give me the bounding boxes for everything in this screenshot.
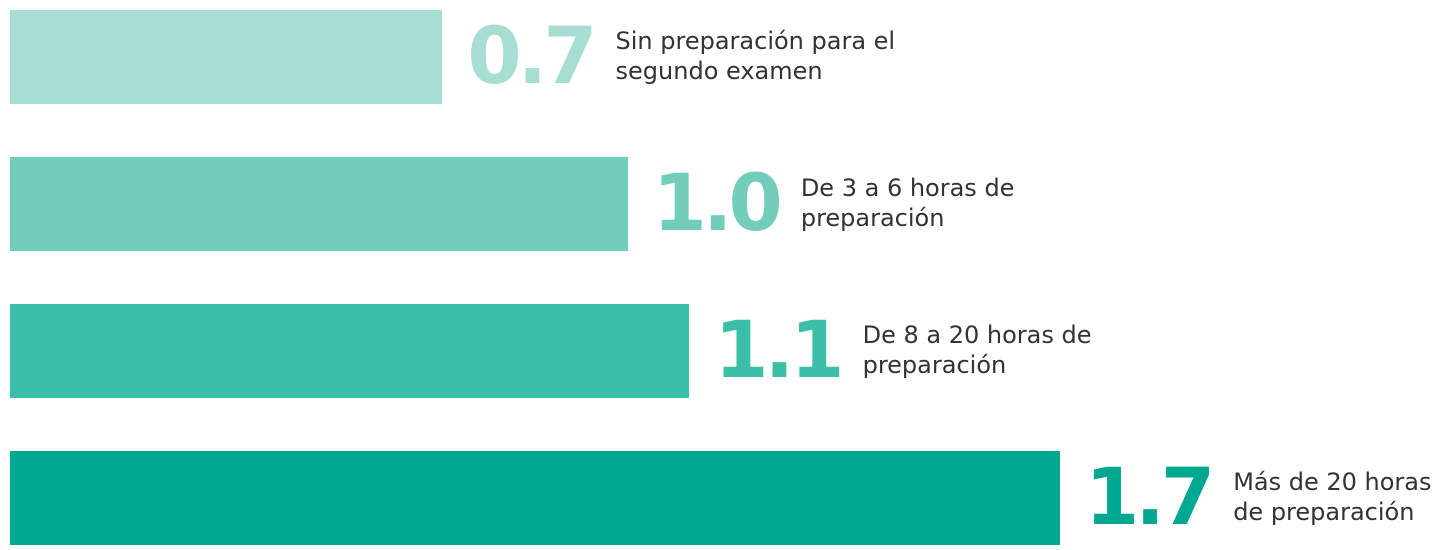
category-label: De 8 a 20 horas de preparación <box>862 321 1092 379</box>
bar-label: 0.7 Sin preparación para el segundo exame… <box>467 10 915 104</box>
value-label: 1.7 <box>1085 453 1215 543</box>
category-label: De 3 a 6 horas de preparación <box>800 174 1015 232</box>
value-label: 1.1 <box>714 306 844 396</box>
value-label: 0.7 <box>467 12 597 102</box>
bar-label: 1.1 De 8 a 20 horas de preparación <box>714 304 1162 398</box>
category-label: Sin preparación para el segundo examen <box>615 27 896 85</box>
category-label: Más de 20 horas de preparación <box>1233 468 1432 526</box>
bar <box>10 304 690 398</box>
bar <box>10 157 628 251</box>
bar-label: 1.0 De 3 a 6 horas de preparación <box>653 157 1101 251</box>
bar <box>10 10 443 104</box>
bar-label: 1.7 Más de 20 horas de preparación <box>1085 451 1450 545</box>
bar <box>10 451 1060 545</box>
value-label: 1.0 <box>652 159 783 249</box>
